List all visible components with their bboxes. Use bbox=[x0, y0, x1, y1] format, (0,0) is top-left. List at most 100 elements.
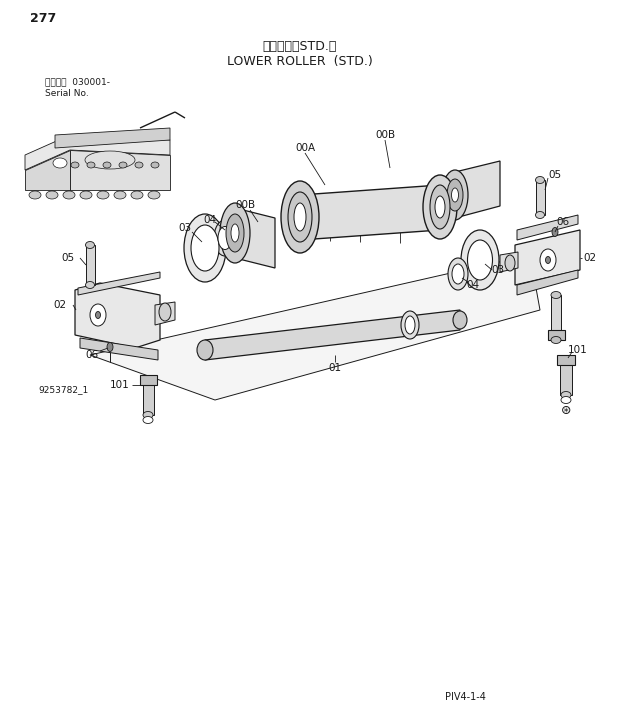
Ellipse shape bbox=[53, 158, 67, 168]
Text: 04: 04 bbox=[203, 215, 216, 225]
Ellipse shape bbox=[114, 191, 126, 199]
Ellipse shape bbox=[551, 337, 561, 343]
Text: 00B: 00B bbox=[375, 130, 395, 140]
Text: 9253782_1: 9253782_1 bbox=[38, 385, 88, 395]
Ellipse shape bbox=[85, 151, 135, 169]
Ellipse shape bbox=[435, 196, 445, 218]
Ellipse shape bbox=[119, 162, 127, 168]
Ellipse shape bbox=[63, 191, 75, 199]
Ellipse shape bbox=[86, 282, 94, 288]
Text: 06: 06 bbox=[556, 217, 570, 227]
Ellipse shape bbox=[184, 214, 226, 282]
Ellipse shape bbox=[442, 170, 468, 220]
Ellipse shape bbox=[536, 211, 544, 219]
Text: 06: 06 bbox=[86, 350, 99, 360]
Text: 03: 03 bbox=[179, 223, 192, 233]
Polygon shape bbox=[75, 283, 160, 348]
Ellipse shape bbox=[220, 203, 250, 263]
Text: 適用号機  030001-: 適用号機 030001- bbox=[45, 77, 110, 86]
Polygon shape bbox=[80, 338, 158, 360]
Polygon shape bbox=[90, 255, 540, 400]
Ellipse shape bbox=[561, 392, 571, 398]
Text: LOWER ROLLER  (STD.): LOWER ROLLER (STD.) bbox=[227, 56, 373, 69]
Ellipse shape bbox=[135, 162, 143, 168]
Text: 下ローラ（STD.）: 下ローラ（STD.） bbox=[263, 41, 337, 54]
Ellipse shape bbox=[552, 227, 558, 237]
Polygon shape bbox=[155, 302, 175, 325]
Ellipse shape bbox=[401, 311, 419, 339]
Text: 03: 03 bbox=[492, 265, 505, 275]
Polygon shape bbox=[55, 128, 170, 148]
Polygon shape bbox=[140, 375, 157, 385]
Polygon shape bbox=[235, 208, 275, 268]
Ellipse shape bbox=[87, 162, 95, 168]
Ellipse shape bbox=[405, 316, 415, 334]
Ellipse shape bbox=[452, 264, 464, 284]
Ellipse shape bbox=[447, 179, 463, 211]
Ellipse shape bbox=[430, 185, 450, 229]
Text: PIV4-1-4: PIV4-1-4 bbox=[445, 692, 485, 702]
Ellipse shape bbox=[467, 240, 492, 280]
Ellipse shape bbox=[294, 203, 306, 231]
Ellipse shape bbox=[451, 188, 459, 202]
Ellipse shape bbox=[288, 192, 312, 242]
Text: Serial No.: Serial No. bbox=[45, 88, 89, 98]
Ellipse shape bbox=[536, 177, 544, 183]
Ellipse shape bbox=[71, 162, 79, 168]
Ellipse shape bbox=[214, 220, 236, 256]
Polygon shape bbox=[517, 215, 578, 240]
Ellipse shape bbox=[551, 292, 561, 298]
Ellipse shape bbox=[561, 397, 571, 403]
Text: 05: 05 bbox=[61, 253, 74, 263]
Ellipse shape bbox=[423, 175, 457, 239]
Ellipse shape bbox=[191, 225, 219, 271]
Polygon shape bbox=[78, 272, 160, 295]
Ellipse shape bbox=[226, 214, 244, 252]
Ellipse shape bbox=[103, 162, 111, 168]
Ellipse shape bbox=[231, 224, 239, 242]
Ellipse shape bbox=[143, 416, 153, 424]
Ellipse shape bbox=[159, 303, 171, 321]
Ellipse shape bbox=[540, 249, 556, 271]
Polygon shape bbox=[205, 310, 460, 360]
Ellipse shape bbox=[197, 340, 213, 360]
Ellipse shape bbox=[143, 411, 153, 418]
Text: 277: 277 bbox=[30, 12, 56, 25]
Polygon shape bbox=[560, 355, 572, 395]
Ellipse shape bbox=[107, 342, 113, 351]
Ellipse shape bbox=[148, 191, 160, 199]
Polygon shape bbox=[515, 230, 580, 285]
Polygon shape bbox=[300, 185, 440, 240]
Ellipse shape bbox=[90, 304, 106, 326]
Text: 05: 05 bbox=[549, 170, 562, 180]
Text: 00B: 00B bbox=[235, 200, 255, 210]
Ellipse shape bbox=[281, 181, 319, 253]
Ellipse shape bbox=[218, 227, 232, 250]
Ellipse shape bbox=[151, 162, 159, 168]
Ellipse shape bbox=[546, 256, 551, 264]
Polygon shape bbox=[557, 355, 575, 365]
Text: 01: 01 bbox=[329, 363, 342, 373]
Polygon shape bbox=[500, 252, 518, 272]
Polygon shape bbox=[551, 295, 561, 330]
Polygon shape bbox=[25, 135, 170, 170]
Text: 00A: 00A bbox=[295, 143, 315, 153]
Ellipse shape bbox=[505, 255, 515, 271]
Ellipse shape bbox=[29, 191, 41, 199]
Text: 101: 101 bbox=[568, 345, 588, 355]
Ellipse shape bbox=[46, 191, 58, 199]
Text: ⊛: ⊛ bbox=[560, 403, 571, 416]
Ellipse shape bbox=[97, 191, 109, 199]
Polygon shape bbox=[536, 180, 545, 215]
Ellipse shape bbox=[461, 230, 499, 290]
Text: 02: 02 bbox=[53, 300, 66, 310]
Polygon shape bbox=[517, 270, 578, 295]
Ellipse shape bbox=[80, 191, 92, 199]
Polygon shape bbox=[25, 150, 70, 190]
Text: 04: 04 bbox=[466, 280, 479, 290]
Ellipse shape bbox=[453, 311, 467, 329]
Polygon shape bbox=[70, 150, 170, 190]
Polygon shape bbox=[455, 161, 500, 218]
Ellipse shape bbox=[86, 242, 94, 248]
Text: 02: 02 bbox=[583, 253, 596, 263]
